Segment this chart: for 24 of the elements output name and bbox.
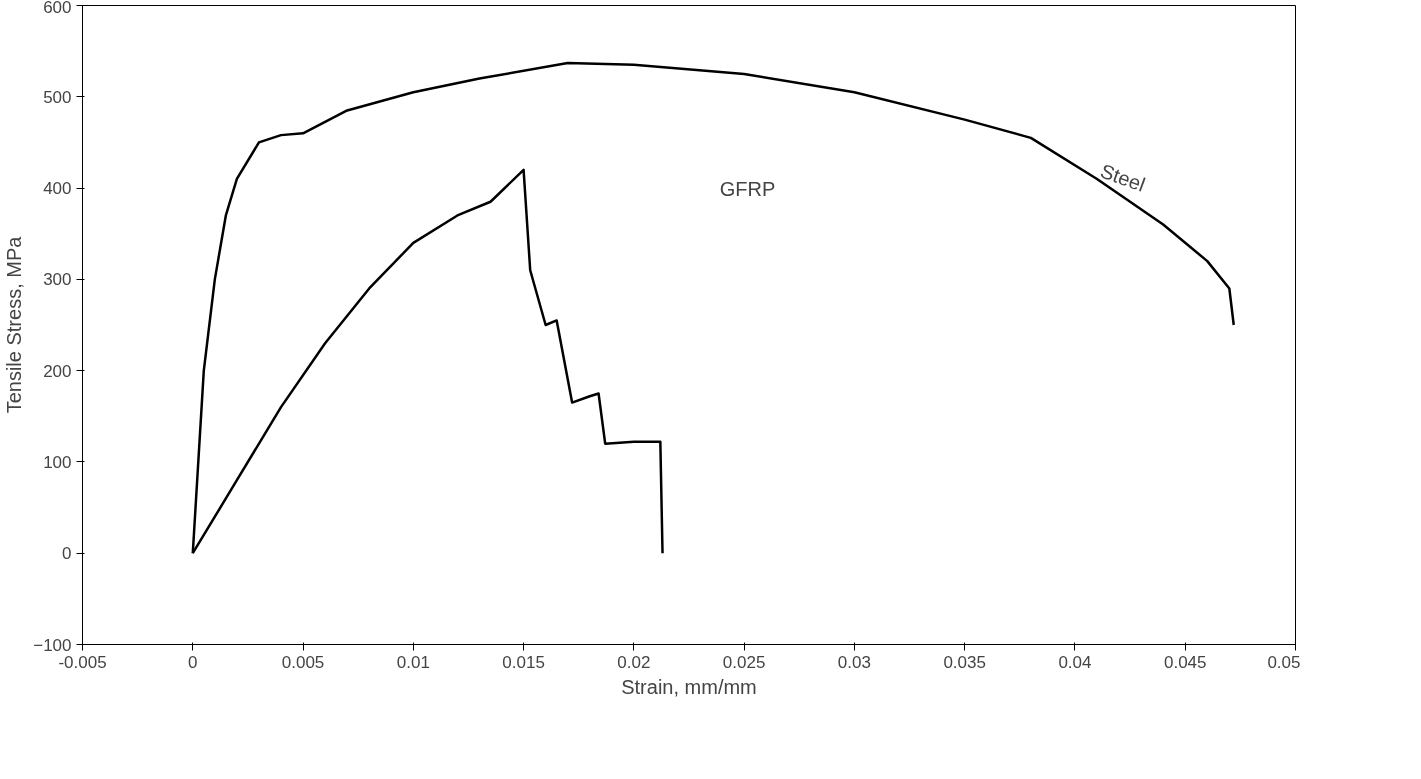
y-tick-label: 600: [43, 0, 72, 17]
annotation: Steel: [1097, 159, 1149, 196]
y-tick-label: 500: [43, 87, 72, 107]
x-tick-label: 0: [188, 652, 198, 672]
y-tick-label: 400: [43, 179, 72, 199]
y-axis-title: Tensile Stress, MPa: [3, 235, 26, 414]
x-tick-label: 0.01: [396, 652, 430, 672]
x-tick-label: 0.05: [1267, 652, 1301, 672]
x-tick-label: 0.04: [1058, 652, 1092, 672]
y-tick-label: 100: [43, 452, 72, 472]
x-tick-label: 0.015: [502, 652, 545, 672]
y-tick-label: 200: [43, 361, 72, 381]
y-tick-label: 0: [62, 544, 72, 564]
x-tick-label: 0.045: [1163, 652, 1207, 672]
x-tick-label: 0.005: [281, 652, 325, 672]
x-tick-label: 0.035: [943, 652, 986, 672]
x-axis-title: Strain, mm/mm: [621, 675, 757, 698]
x-tick-label: 0.025: [722, 652, 766, 672]
y-tick-label: 300: [43, 270, 72, 290]
x-tick-label: 0.03: [837, 652, 871, 672]
y-tick-label: −100: [33, 635, 72, 655]
x-tick-label: 0.02: [617, 652, 651, 672]
x-tick-label: -0.005: [58, 652, 107, 672]
annotation: GFRP: [719, 177, 776, 200]
